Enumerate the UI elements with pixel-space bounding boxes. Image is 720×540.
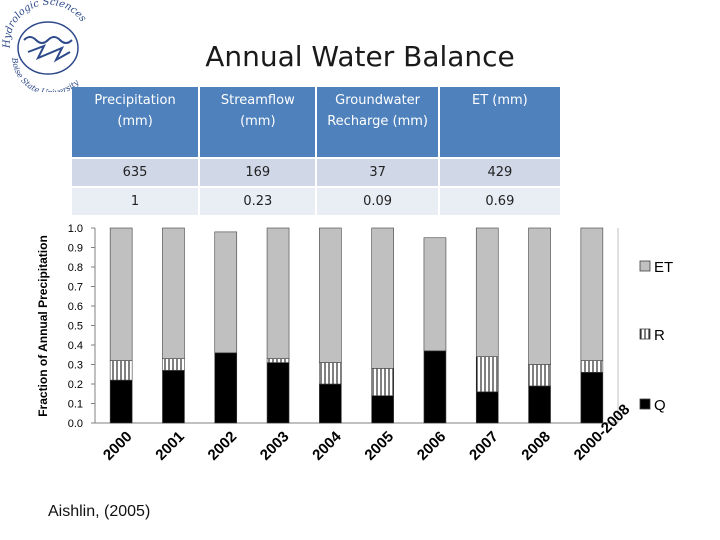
legend-label-r: R bbox=[654, 327, 665, 344]
bar-q bbox=[109, 379, 133, 424]
y-tick-label: 0.8 bbox=[68, 262, 83, 274]
y-tick-label: 0.2 bbox=[68, 379, 83, 391]
bar-q bbox=[319, 383, 342, 424]
bar-r bbox=[580, 360, 604, 373]
y-tick-label: 0.4 bbox=[68, 340, 83, 352]
water-balance-table: Precipitation (mm) Streamflow (mm) Groun… bbox=[72, 87, 563, 215]
bar-r bbox=[319, 362, 342, 385]
bar-et bbox=[423, 237, 447, 352]
y-tick-label: 0.0 bbox=[68, 418, 83, 430]
table-cell: 635 bbox=[72, 157, 201, 187]
bar-q bbox=[528, 385, 551, 424]
y-tick-label: 1.0 bbox=[68, 223, 83, 235]
logo-ring bbox=[17, 21, 79, 75]
bar-r bbox=[162, 358, 185, 371]
table-cell: 0.69 bbox=[438, 186, 563, 215]
legend-label-et: ET bbox=[654, 259, 673, 276]
bar-q bbox=[214, 352, 238, 424]
y-tick-label: 0.3 bbox=[68, 360, 83, 372]
x-tick-label: 2003 bbox=[257, 428, 293, 464]
bar-q bbox=[266, 362, 290, 424]
logo-river-icon bbox=[27, 44, 71, 63]
bar-et bbox=[371, 227, 394, 369]
legend-label-q: Q bbox=[654, 397, 666, 414]
bar-et bbox=[162, 227, 185, 359]
x-tick-label: 2008 bbox=[518, 428, 554, 464]
table-row: 635 169 37 429 bbox=[72, 157, 563, 187]
university-logo: Hydrologic Sciences Boise State Universi… bbox=[2, 0, 88, 92]
table-header-cell: Streamflow (mm) bbox=[199, 87, 318, 158]
bar-et bbox=[109, 227, 133, 361]
table-cell: 37 bbox=[316, 157, 440, 187]
bar-et bbox=[319, 227, 342, 363]
bar-q bbox=[475, 391, 499, 424]
legend-swatch-r bbox=[639, 328, 651, 340]
bar-r bbox=[371, 368, 394, 396]
x-tick-label: 2007 bbox=[466, 428, 502, 464]
bar-r bbox=[266, 358, 290, 363]
table-cell: 429 bbox=[438, 157, 563, 187]
logo-wave-icon bbox=[23, 36, 73, 44]
page-title: Annual Water Balance bbox=[205, 40, 515, 73]
bar-q bbox=[162, 370, 185, 424]
table-header-cell: ET (mm) bbox=[438, 87, 563, 158]
legend-swatch-q bbox=[639, 398, 651, 410]
table-cell: 0.23 bbox=[199, 186, 318, 215]
table-cell: 169 bbox=[199, 157, 318, 187]
y-tick-label: 0.7 bbox=[68, 282, 83, 294]
bar-q bbox=[423, 350, 447, 424]
bar-q bbox=[580, 371, 604, 424]
table-header-row: Precipitation (mm) Streamflow (mm) Groun… bbox=[72, 87, 563, 158]
bar-r bbox=[475, 356, 499, 393]
y-tick-label: 0.1 bbox=[68, 399, 83, 411]
bar-et bbox=[475, 227, 499, 357]
table-cell: 0.09 bbox=[316, 186, 440, 215]
x-tick-label: 2002 bbox=[205, 428, 241, 464]
table-cell: 1 bbox=[72, 186, 201, 215]
y-tick-label: 0.5 bbox=[68, 321, 83, 333]
bar-et bbox=[266, 227, 290, 359]
x-tick-label: 2000 bbox=[100, 428, 136, 464]
stacked-bar-chart: 0.0 0.1 0.2 0.3 0.4 0.5 0.6 0.7 0.8 0.9 1.0 Fractio… bbox=[36, 223, 673, 464]
y-tick-label: 0.9 bbox=[68, 243, 83, 255]
source-credit: Aishlin, (2005) bbox=[48, 503, 151, 520]
bar-et bbox=[214, 231, 238, 354]
x-tick-label: 2005 bbox=[361, 428, 397, 464]
x-tick-label: 2006 bbox=[414, 428, 450, 464]
y-tick-label: 0.6 bbox=[68, 301, 83, 313]
bar-r bbox=[109, 360, 133, 381]
x-tick-label: 2004 bbox=[309, 428, 345, 464]
table-header-cell: Groundwater Recharge (mm) bbox=[316, 87, 440, 158]
table-row: 1 0.23 0.09 0.69 bbox=[72, 186, 563, 215]
table-header-cell: Precipitation (mm) bbox=[72, 87, 201, 158]
bar-et bbox=[528, 227, 551, 365]
x-tick-label: 2001 bbox=[152, 428, 188, 464]
legend-swatch-et bbox=[639, 260, 651, 272]
y-axis-label: Fraction of Annual Precipitation bbox=[36, 235, 50, 417]
bar-et bbox=[580, 227, 604, 361]
bar-r bbox=[528, 364, 551, 387]
bar-q bbox=[371, 395, 394, 424]
